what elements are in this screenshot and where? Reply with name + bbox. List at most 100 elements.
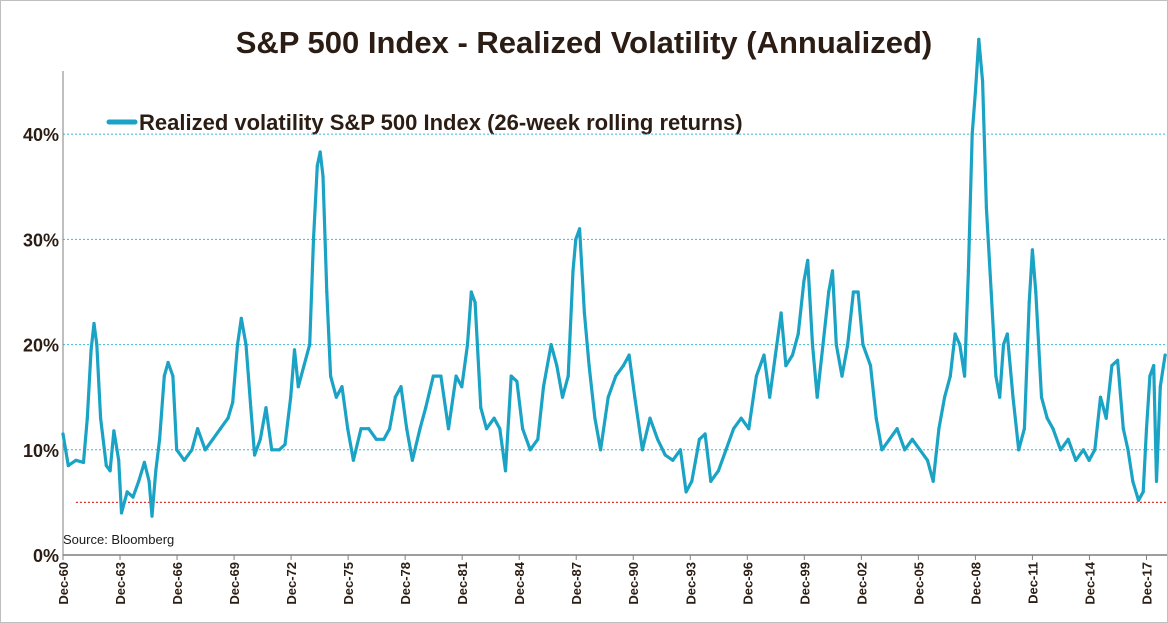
x-tick-label-15: Dec-05 <box>911 562 926 605</box>
data-point-0-168 <box>1005 332 1009 336</box>
data-point-0-9 <box>104 464 108 468</box>
data-point-0-6 <box>92 321 96 326</box>
data-point-0-93 <box>571 269 575 273</box>
data-point-0-18 <box>147 479 151 483</box>
y-tick-label-1: 10% <box>23 441 59 461</box>
data-point-0-69 <box>424 406 428 410</box>
data-point-0-98 <box>593 416 597 420</box>
data-point-0-177 <box>1051 427 1055 431</box>
data-point-0-68 <box>418 427 422 431</box>
data-point-0-135 <box>830 269 835 273</box>
data-point-0-163 <box>984 206 989 210</box>
data-point-0-183 <box>1093 448 1097 452</box>
data-point-0-57 <box>346 427 350 431</box>
data-point-0-185 <box>1104 416 1108 420</box>
data-point-0-11 <box>112 429 116 433</box>
data-point-0-123 <box>768 395 772 399</box>
data-point-0-145 <box>887 437 892 441</box>
data-point-0-128 <box>796 332 800 336</box>
data-point-0-104 <box>633 395 637 399</box>
data-point-0-117 <box>724 448 728 452</box>
data-point-0-49 <box>311 237 316 241</box>
data-point-0-75 <box>465 343 470 347</box>
x-axis-tick-labels: Dec-60 Dec-63 Dec-66 Dec-69 Dec-72 Dec-75 Dec-… <box>56 561 1154 604</box>
data-point-0-107 <box>656 437 660 441</box>
data-point-0-169 <box>1011 395 1015 399</box>
data-point-0-165 <box>994 374 998 378</box>
data-point-0-21 <box>158 437 162 441</box>
data-point-0-43 <box>283 442 287 447</box>
data-point-0-150 <box>925 458 930 462</box>
data-point-0-64 <box>393 395 397 399</box>
data-point-0-73 <box>454 374 458 378</box>
data-point-0-133 <box>821 343 825 347</box>
data-point-0-151 <box>931 479 935 483</box>
data-point-0-16 <box>137 479 141 483</box>
data-point-0-66 <box>405 427 409 431</box>
x-tick-label-10: Dec-90 <box>626 562 641 605</box>
series-layer <box>61 37 1167 518</box>
data-point-0-198 <box>1163 353 1167 357</box>
data-point-0-47 <box>302 364 306 368</box>
x-tick-label-8: Dec-84 <box>512 561 527 604</box>
y-tick-label-3: 30% <box>23 230 59 250</box>
data-point-0-111 <box>684 490 688 494</box>
data-point-0-72 <box>446 427 451 431</box>
data-point-0-158 <box>966 269 971 273</box>
data-point-0-52 <box>321 174 325 178</box>
data-point-0-144 <box>880 448 884 452</box>
data-point-0-146 <box>895 427 899 431</box>
data-point-0-19 <box>150 514 154 518</box>
y-tick-label-2: 20% <box>23 336 59 356</box>
data-point-0-191 <box>1136 498 1141 502</box>
data-point-0-12 <box>117 458 121 462</box>
data-point-0-28 <box>196 427 200 431</box>
data-point-0-182 <box>1087 458 1091 462</box>
data-point-0-59 <box>359 427 363 431</box>
data-point-0-121 <box>754 374 759 378</box>
data-point-0-67 <box>410 458 414 462</box>
data-point-0-0 <box>61 432 65 436</box>
data-point-0-3 <box>81 460 86 464</box>
data-point-0-124 <box>773 353 778 357</box>
data-point-0-175 <box>1039 395 1044 399</box>
data-point-0-78 <box>479 406 483 410</box>
data-point-0-56 <box>340 385 344 389</box>
data-point-0-143 <box>874 416 878 420</box>
data-point-0-38 <box>253 453 257 457</box>
data-point-0-1 <box>66 464 70 468</box>
data-point-0-14 <box>125 490 129 494</box>
data-point-0-31 <box>218 427 222 431</box>
x-tick-label-0: Dec-60 <box>56 562 71 605</box>
data-point-0-41 <box>270 448 274 452</box>
data-point-0-88 <box>541 385 546 389</box>
data-point-0-50 <box>315 164 319 168</box>
data-point-0-127 <box>790 353 795 357</box>
data-point-0-70 <box>431 374 435 378</box>
data-point-0-178 <box>1059 448 1063 452</box>
x-tick-label-7: Dec-81 <box>455 562 470 605</box>
axes <box>62 71 1167 560</box>
data-point-0-23 <box>166 360 170 365</box>
data-point-0-184 <box>1098 395 1103 399</box>
x-tick-label-12: Dec-96 <box>740 562 755 605</box>
data-point-0-164 <box>989 290 993 294</box>
data-point-0-108 <box>663 453 667 457</box>
data-point-0-188 <box>1121 427 1125 431</box>
data-point-0-160 <box>973 90 978 94</box>
data-point-0-193 <box>1144 427 1149 431</box>
data-point-0-196 <box>1154 479 1159 483</box>
chart-title: S&P 500 Index - Realized Volatility (Ann… <box>236 25 933 60</box>
data-point-0-58 <box>351 458 355 462</box>
data-point-0-62 <box>382 437 386 441</box>
x-tick-label-9: Dec-87 <box>569 562 584 605</box>
data-point-0-180 <box>1074 458 1078 462</box>
data-point-0-166 <box>998 395 1002 399</box>
data-point-0-194 <box>1148 374 1152 378</box>
data-point-0-153 <box>943 395 947 399</box>
data-point-0-162 <box>981 79 985 84</box>
data-point-0-96 <box>582 311 587 315</box>
data-point-0-25 <box>175 448 179 452</box>
data-point-0-195 <box>1152 364 1156 368</box>
